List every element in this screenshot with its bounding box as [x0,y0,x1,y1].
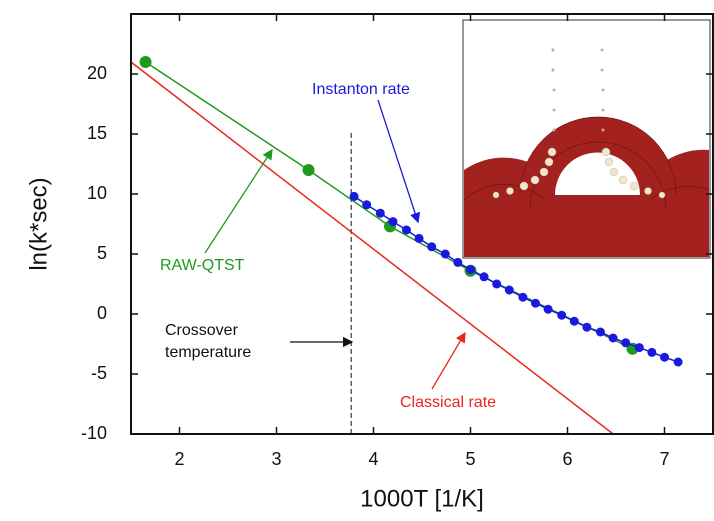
data-point [492,279,502,289]
data-point [139,56,152,68]
inset-image [462,19,711,259]
data-point [375,208,385,218]
y-tick-label: 15 [87,123,107,143]
x-tick-label: 3 [271,449,281,469]
x-tick-label: 4 [368,449,378,469]
data-point [440,249,450,259]
x-tick-label: 5 [465,449,475,469]
series-label: Classical rate [400,394,496,411]
data-point [647,347,657,357]
data-point [466,265,475,275]
x-tick-label: 2 [174,449,184,469]
annotation-arrow [377,99,421,224]
y-tick-label: 10 [87,183,107,203]
data-point [569,316,579,326]
data-point [582,322,592,332]
x-axis-title: 1000T [1/K] [360,485,484,512]
data-point [362,200,372,210]
data-point [427,242,437,252]
y-tick-label: 20 [87,63,107,83]
annotation: temperature [165,344,251,361]
data-point [388,217,398,227]
data-point [518,292,528,302]
y-tick-label: 0 [97,303,107,323]
data-point [660,352,669,362]
y-tick-label: -5 [91,363,107,383]
series-label: RAW-QTST [160,257,245,274]
data-point [543,304,553,314]
annotation-arrow [204,148,273,254]
data-point [414,233,424,243]
y-tick-label: 5 [97,243,107,263]
x-tick-label: 6 [562,449,572,469]
plot-frame [130,13,714,435]
data-point [530,298,540,308]
series-label: Instanton rate [312,81,410,98]
series-line [131,61,614,434]
data-point [673,357,683,367]
data-point [557,310,567,320]
data-point [401,225,411,235]
data-point [302,164,315,176]
data-point [453,257,463,267]
x-tick-label: 7 [659,449,669,469]
y-axis-title: ln(k*sec) [25,177,52,270]
data-point [621,338,631,348]
annotation: Crossover [165,322,239,339]
data-point [608,333,618,343]
data-point [479,272,489,282]
data-point [634,343,644,353]
data-point [504,285,514,295]
data-point [595,327,605,337]
data-point [349,191,359,201]
plot-area [131,56,683,434]
y-tick-label: -10 [81,423,107,443]
annotation-arrow [431,331,466,390]
